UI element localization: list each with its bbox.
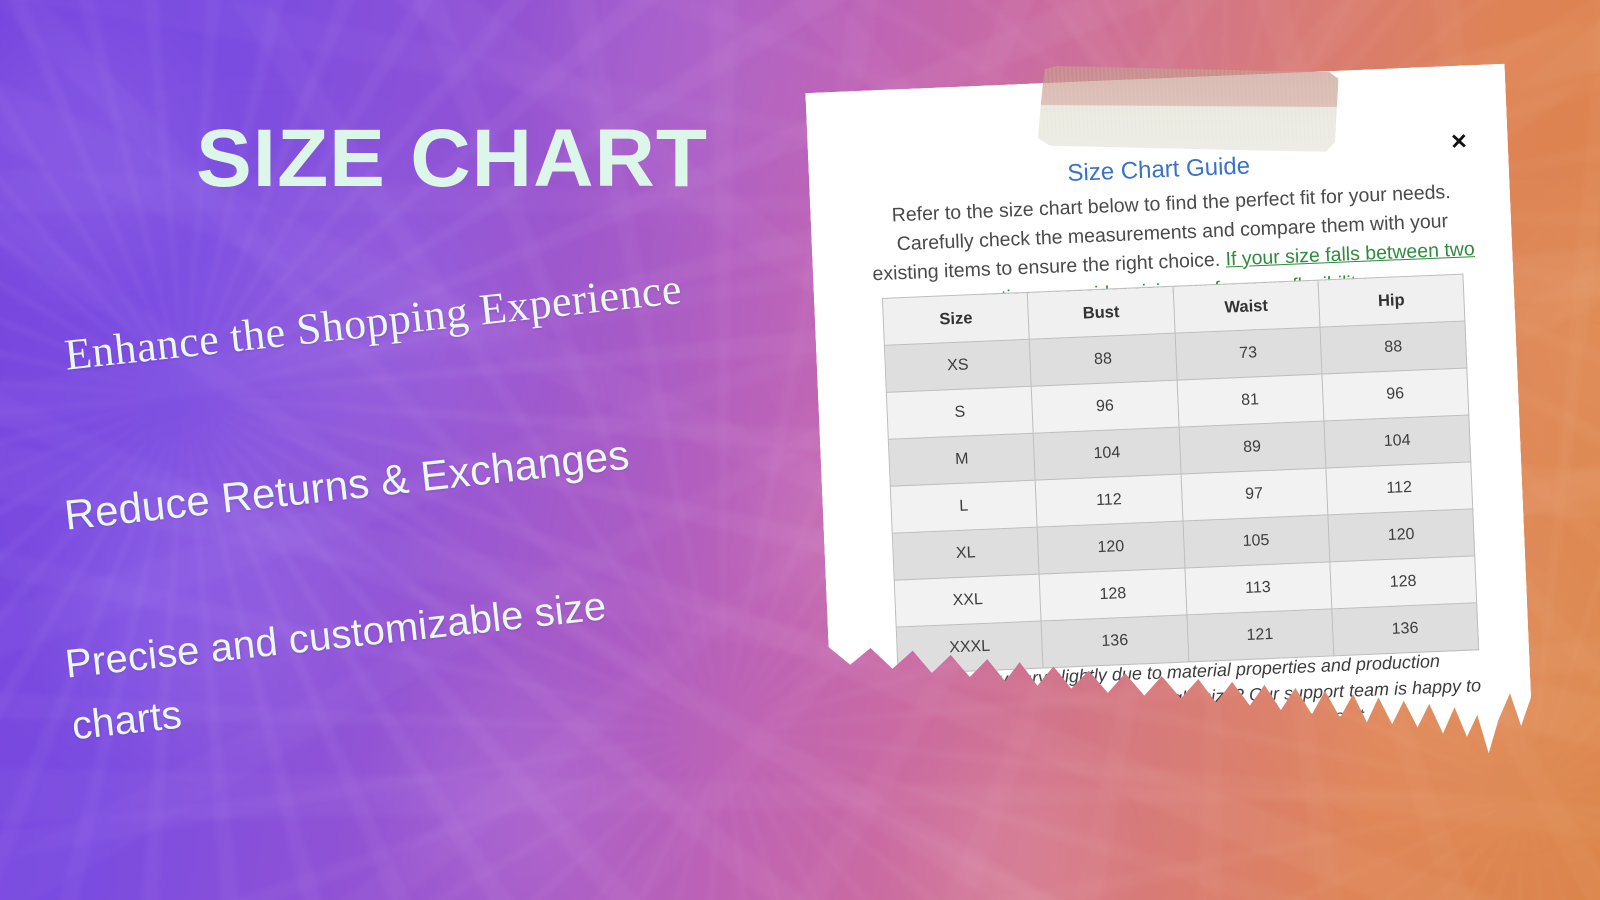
cell-hip: 120	[1328, 509, 1475, 562]
cell-hip: 128	[1330, 556, 1477, 609]
cell-hip: 112	[1326, 462, 1473, 515]
masking-tape-decoration	[1038, 66, 1339, 152]
cell-bust: 128	[1039, 568, 1186, 621]
left-copy-panel: SIZE CHART Enhance the Shopping Experien…	[62, 113, 709, 749]
cell-size: S	[886, 386, 1033, 439]
card-paper: ✕ Size Chart Guide Refer to the size cha…	[805, 64, 1535, 813]
cell-hip: 104	[1324, 415, 1471, 468]
cell-hip: 88	[1320, 321, 1467, 374]
cell-waist: 89	[1179, 421, 1326, 474]
cell-bust: 104	[1033, 427, 1180, 480]
size-chart-table: Size Bust Waist Hip XS 88 73 88 S 96 81	[882, 274, 1479, 675]
support-email-link[interactable]: support@	[876, 749, 958, 773]
column-header-bust: Bust	[1028, 286, 1175, 339]
cell-bust: 120	[1037, 521, 1184, 574]
cell-waist: 113	[1184, 562, 1331, 615]
note-label: Note:	[873, 672, 921, 695]
table-body: XS 88 73 88 S 96 81 96 M 104 89 104	[884, 321, 1478, 674]
cell-size: L	[890, 480, 1037, 533]
cell-waist: 97	[1181, 468, 1328, 521]
cell-waist: 73	[1175, 327, 1322, 380]
cell-size: M	[888, 433, 1035, 486]
intro-body: Refer to the size chart below to find th…	[872, 181, 1452, 286]
cell-size: XL	[892, 527, 1039, 580]
benefit-line-3: Precise and customizable size charts	[62, 584, 609, 749]
cell-waist: 105	[1182, 515, 1329, 568]
cell-waist: 81	[1177, 374, 1324, 427]
benefit-line-2: Reduce Returns & Exchanges	[62, 430, 632, 539]
column-header-waist: Waist	[1173, 280, 1320, 333]
column-header-hip: Hip	[1318, 274, 1465, 327]
cell-size: XXXL	[896, 621, 1043, 674]
cell-bust: 96	[1031, 380, 1178, 433]
cell-hip: 96	[1322, 368, 1469, 421]
benefit-line-1: Enhance the Shopping Experience	[62, 264, 685, 380]
cell-size: XXL	[894, 574, 1041, 627]
page-title: SIZE CHART	[196, 113, 709, 204]
cell-bust: 112	[1035, 474, 1182, 527]
cell-bust: 88	[1029, 333, 1176, 386]
cell-size: XS	[884, 339, 1031, 392]
column-header-size: Size	[882, 292, 1029, 345]
size-chart-card: ✕ Size Chart Guide Refer to the size cha…	[805, 64, 1535, 813]
